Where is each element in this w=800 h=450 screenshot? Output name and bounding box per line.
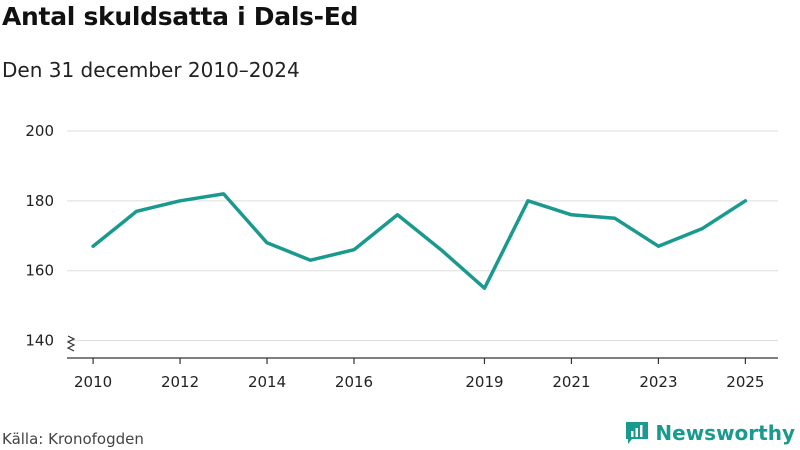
source-note: Källa: Kronofogden: [2, 430, 144, 448]
y-tick-label: 180: [25, 192, 54, 210]
x-tick-label: 2014: [248, 373, 286, 391]
x-tick-label: 2010: [74, 373, 112, 391]
y-tick-label: 140: [25, 332, 54, 350]
y-axis-ticks: 140 160 180 200: [25, 122, 54, 350]
x-tick-label: 2012: [161, 373, 199, 391]
y-tick-label: 160: [25, 262, 54, 280]
x-tick-label: 2025: [726, 373, 764, 391]
x-axis-ticks: 2010 2012 2014 2016 2019 2021 2023 2025: [74, 358, 764, 391]
series-line-skuldsatta: [91, 192, 748, 290]
brand-logo: Newsworthy: [625, 420, 795, 446]
x-tick-label: 2019: [465, 373, 503, 391]
brand-name: Newsworthy: [655, 421, 795, 445]
newsworthy-logo-icon: [626, 422, 649, 444]
x-tick-label: 2023: [639, 373, 677, 391]
y-axis-break-icon: [66, 335, 76, 352]
y-tick-label: 200: [25, 122, 54, 140]
chart-title: Antal skuldsatta i Dals-Ed: [2, 2, 359, 31]
chart-subtitle: Den 31 december 2010–2024: [2, 58, 300, 82]
x-tick-label: 2016: [335, 373, 373, 391]
gridlines: [67, 130, 778, 342]
x-tick-label: 2021: [552, 373, 590, 391]
